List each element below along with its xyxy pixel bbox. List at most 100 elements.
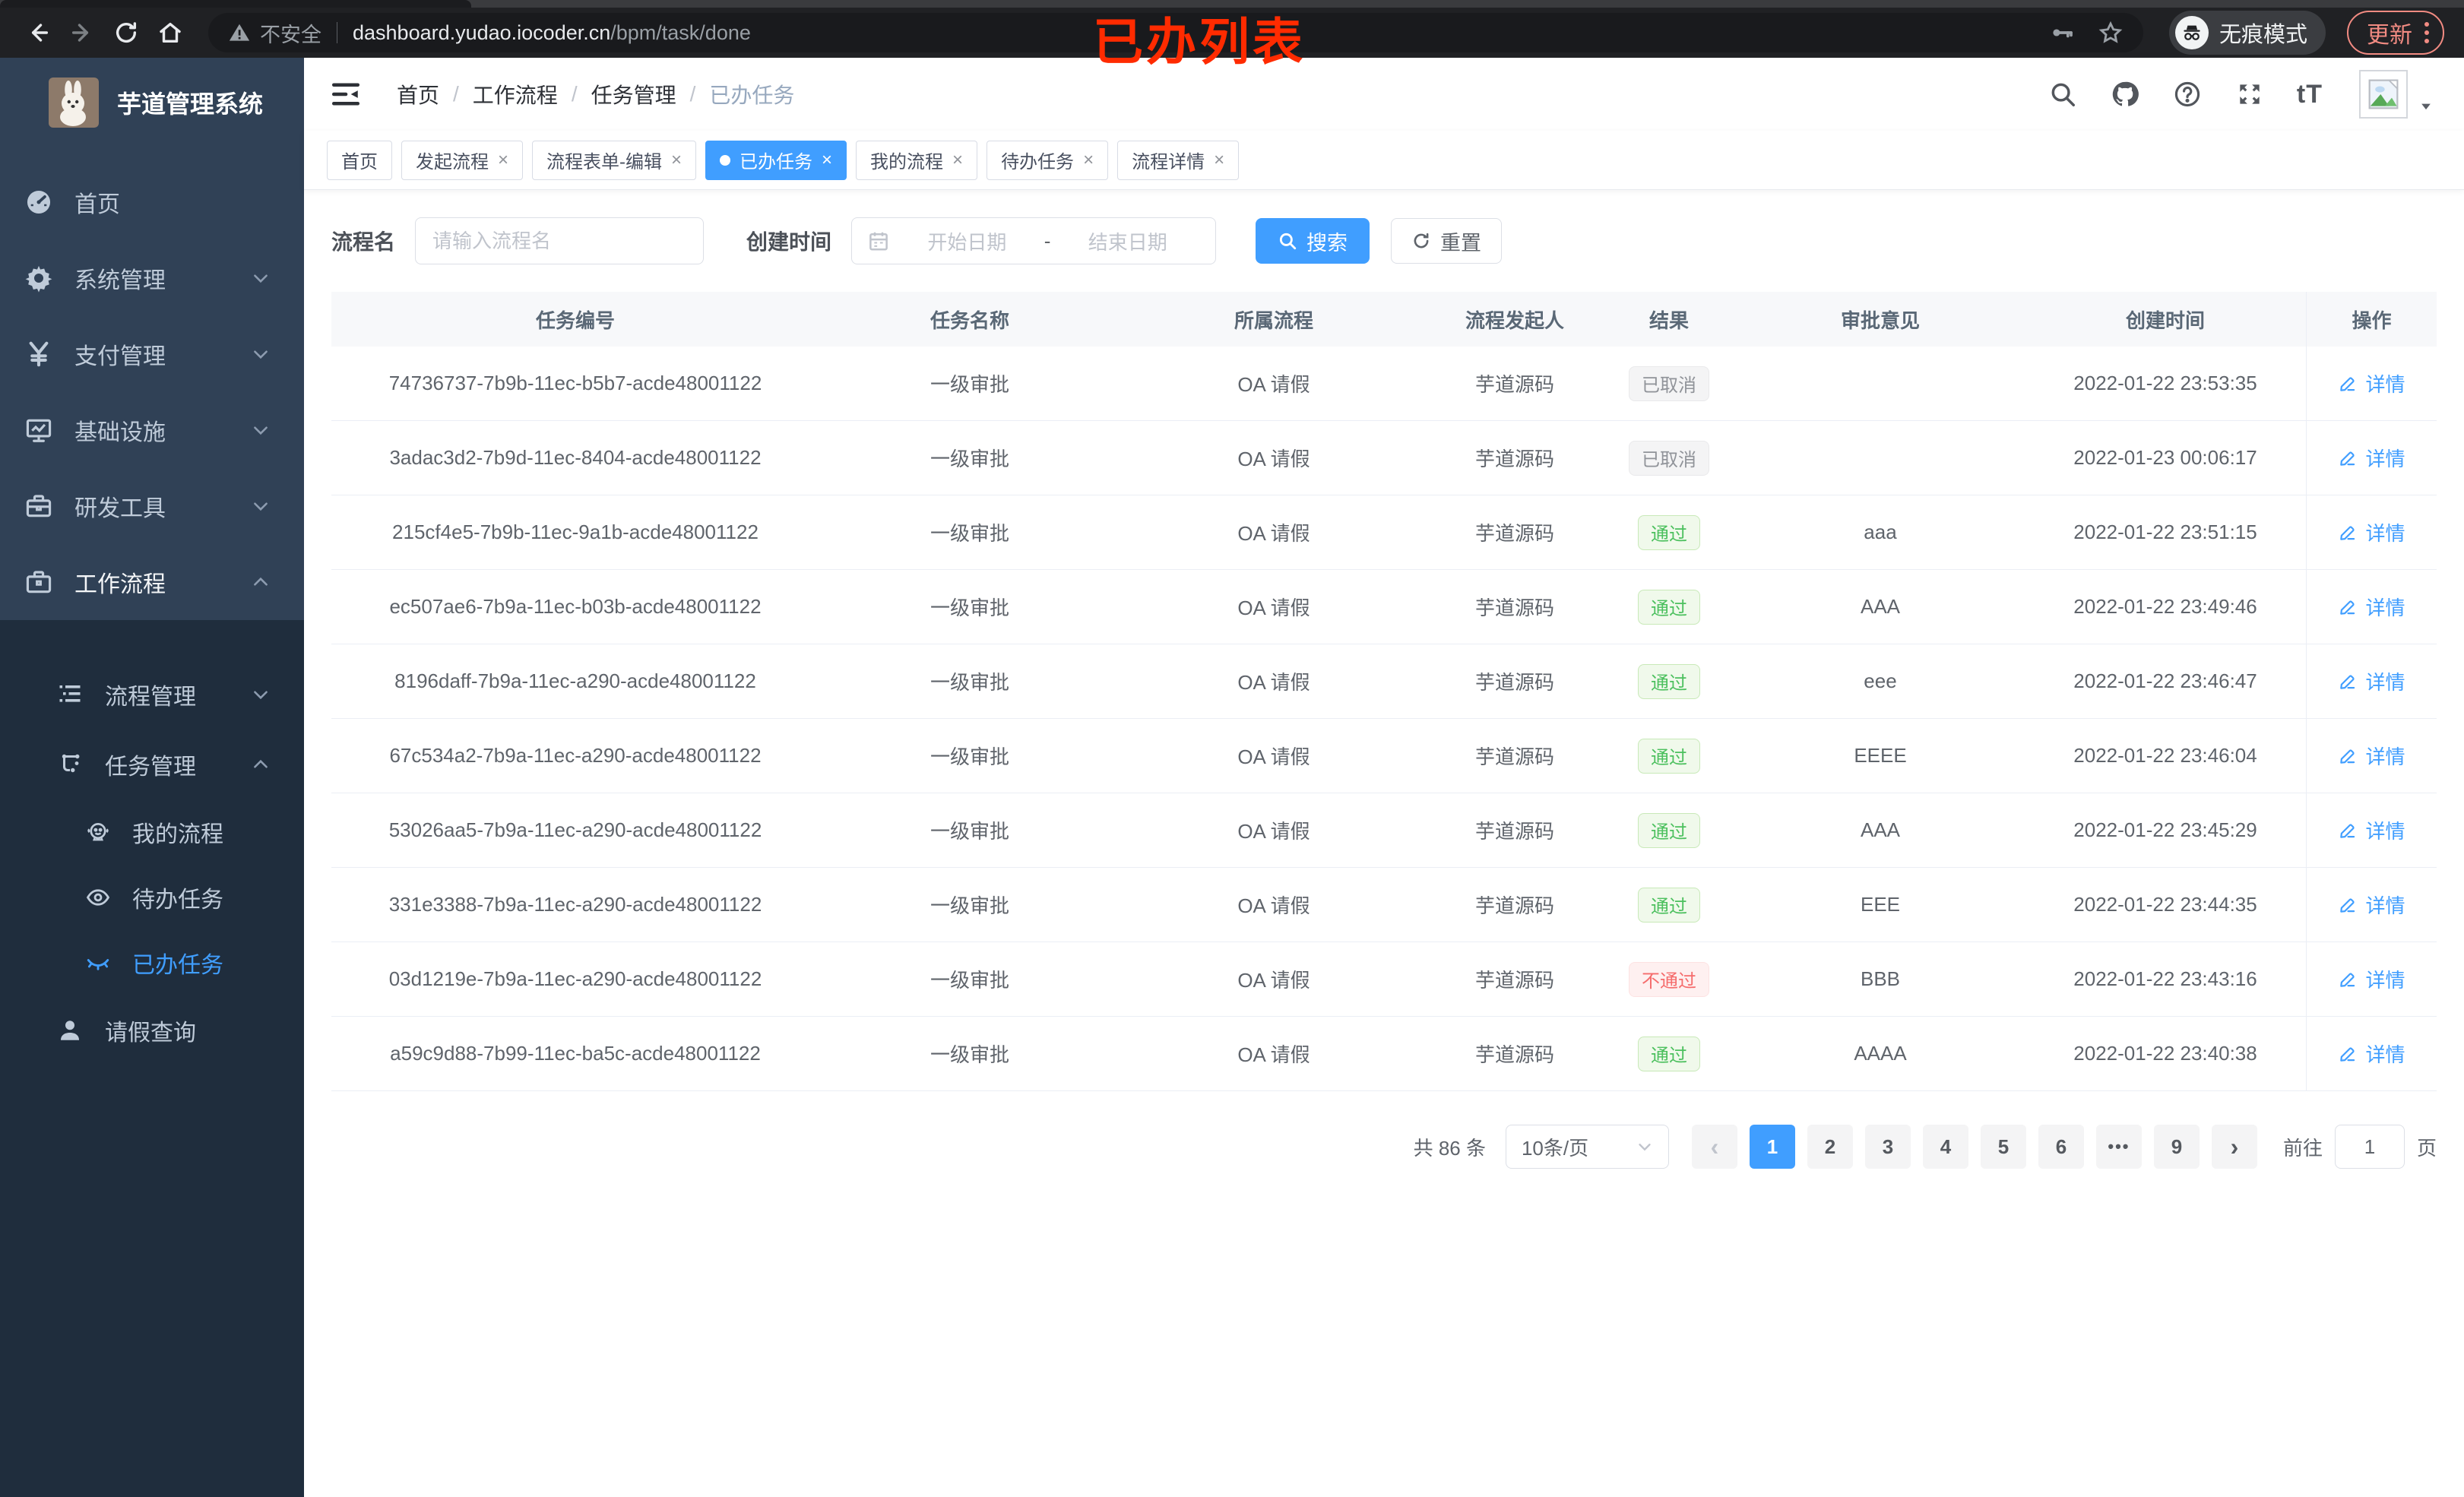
process-starter: 芋道源码 (1474, 969, 1554, 992)
url-bar[interactable]: 不安全 dashboard.yudao.iocoder.cn /bpm/task… (208, 13, 2143, 52)
close-icon[interactable]: × (952, 149, 964, 170)
detail-label: 详情 (2365, 820, 2405, 843)
back-button[interactable] (20, 14, 56, 51)
sidebar-logo[interactable]: 芋道管理系统 (0, 58, 304, 144)
detail-button[interactable]: 详情 (2338, 593, 2405, 621)
process-name: OA 请假 (1237, 448, 1310, 470)
sidebar-item-infra[interactable]: 基础设施 (0, 392, 304, 468)
tab-发起流程[interactable]: 发起流程 × (401, 140, 524, 180)
tab-已办任务[interactable]: 已办任务 × (705, 140, 847, 180)
task-name: 一级审批 (930, 448, 1009, 470)
prev-page-button[interactable]: ‹ (1691, 1125, 1737, 1169)
close-icon[interactable]: × (498, 149, 509, 170)
next-page-button[interactable]: › (2211, 1125, 2257, 1169)
bookmark-star-icon[interactable] (2098, 20, 2124, 46)
password-key-icon[interactable] (2049, 20, 2075, 46)
page-button-3[interactable]: 3 (1864, 1125, 1911, 1169)
flow-nodes-icon (56, 751, 84, 778)
tab-流程详情[interactable]: 流程详情 × (1117, 140, 1240, 180)
goto-page-input[interactable] (2334, 1125, 2405, 1169)
home-button[interactable] (152, 14, 188, 51)
page-button-5[interactable]: 5 (1980, 1125, 2026, 1169)
close-icon[interactable]: × (1214, 149, 1225, 170)
tab-label: 已办任务 (740, 152, 813, 172)
sidebar-item-devtools[interactable]: 研发工具 (0, 468, 304, 544)
detail-button[interactable]: 详情 (2338, 965, 2405, 993)
yen-icon (24, 340, 53, 369)
detail-button[interactable]: 详情 (2338, 1040, 2405, 1068)
detail-button[interactable]: 详情 (2338, 518, 2405, 546)
sidebar-item-leave-query[interactable]: 请假查询 (0, 995, 304, 1065)
edit-pen-icon (2340, 674, 2355, 689)
page-button-1[interactable]: 1 (1749, 1125, 1795, 1169)
date-range-picker[interactable]: 开始日期 - 结束日期 (851, 217, 1217, 264)
detail-button[interactable]: 详情 (2338, 891, 2405, 919)
reload-button[interactable] (108, 14, 144, 51)
page-size-select[interactable]: 10条/页 (1505, 1125, 1669, 1169)
task-id: ec507ae6-7b9a-11ec-b03b-acde48001122 (389, 595, 762, 618)
breadcrumb-item[interactable]: 任务管理 (591, 84, 676, 107)
detail-button[interactable]: 详情 (2338, 742, 2405, 770)
collapse-sidebar-icon[interactable] (330, 78, 362, 110)
search-icon[interactable] (2048, 79, 2078, 109)
page-button-9[interactable]: 9 (2153, 1125, 2200, 1169)
help-icon[interactable] (2172, 79, 2203, 109)
edit-pen-icon (2340, 897, 2355, 913)
sidebar-item-home[interactable]: 首页 (0, 164, 304, 240)
sidebar-item-done-task[interactable]: 已办任务 (0, 930, 304, 995)
breadcrumb-item[interactable]: 工作流程 (472, 84, 558, 107)
browser-active-tab[interactable] (0, 0, 471, 8)
action-cell: 详情 (2306, 942, 2437, 1016)
sidebar-item-todo-task[interactable]: 待办任务 (0, 865, 304, 930)
detail-button[interactable]: 详情 (2338, 444, 2405, 472)
sidebar-item-workflow[interactable]: 工作流程 (0, 544, 304, 620)
sidebar-item-system[interactable]: 系统管理 (0, 240, 304, 316)
task-name: 一级审批 (930, 1043, 1009, 1066)
sidebar-item-my-process[interactable]: 我的流程 (0, 799, 304, 865)
page-button-4[interactable]: 4 (1922, 1125, 1968, 1169)
detail-button[interactable]: 详情 (2338, 667, 2405, 695)
tab-流程表单-编辑[interactable]: 流程表单-编辑 × (532, 140, 697, 180)
sidebar-item-payment[interactable]: 支付管理 (0, 316, 304, 392)
result-cell: 已取消 (1602, 347, 1736, 420)
tab-我的流程[interactable]: 我的流程 × (856, 140, 978, 180)
status-badge: 不通过 (1629, 961, 1709, 997)
process-name-input[interactable] (415, 217, 705, 264)
page-ellipsis[interactable]: ••• (2095, 1125, 2142, 1169)
logo-rabbit-image (49, 78, 99, 128)
sidebar-item-label: 基础设施 (74, 420, 166, 445)
sidebar-item-process-manage[interactable]: 流程管理 (0, 660, 304, 730)
tab-首页[interactable]: 首页 (327, 140, 392, 180)
close-icon[interactable]: × (1083, 149, 1094, 170)
font-size-icon[interactable]: tT (2296, 79, 2323, 109)
user-menu[interactable] (2359, 70, 2434, 119)
page-button-6[interactable]: 6 (2038, 1125, 2084, 1169)
chevron-down-icon (251, 268, 271, 288)
tab-待办任务[interactable]: 待办任务 × (987, 140, 1109, 180)
update-button[interactable]: 更新 (2347, 11, 2444, 55)
sidebar-item-task-manage[interactable]: 任务管理 (0, 730, 304, 799)
security-label: 不安全 (260, 23, 321, 46)
process-name: OA 请假 (1237, 969, 1310, 992)
github-icon[interactable] (2110, 79, 2140, 109)
sidebar-item-label: 工作流程 (74, 572, 166, 597)
detail-button[interactable]: 详情 (2338, 369, 2405, 397)
close-icon[interactable]: × (671, 149, 683, 170)
detail-button[interactable]: 详情 (2338, 816, 2405, 844)
detail-label: 详情 (2365, 597, 2405, 619)
update-label: 更新 (2367, 23, 2412, 48)
table-row: a59c9d88-7b99-11ec-ba5c-acde48001122 一级审批… (331, 1017, 2437, 1091)
breadcrumb-item[interactable]: 首页 (397, 84, 440, 107)
close-icon[interactable]: × (822, 149, 833, 170)
sidebar-item-label: 流程管理 (105, 685, 196, 710)
task-id: 331e3388-7b9a-11ec-a290-acde48001122 (388, 893, 762, 916)
page-button-2[interactable]: 2 (1807, 1125, 1853, 1169)
reset-button[interactable]: 重置 (1391, 218, 1503, 264)
search-button[interactable]: 搜索 (1256, 218, 1370, 264)
forward-button[interactable] (64, 14, 100, 51)
edit-pen-icon (2340, 823, 2355, 838)
browser-menu-icon[interactable] (2424, 22, 2429, 43)
fullscreen-icon[interactable] (2234, 79, 2265, 109)
table-row: 53026aa5-7b9a-11ec-a290-acde48001122 一级审批… (331, 793, 2437, 868)
